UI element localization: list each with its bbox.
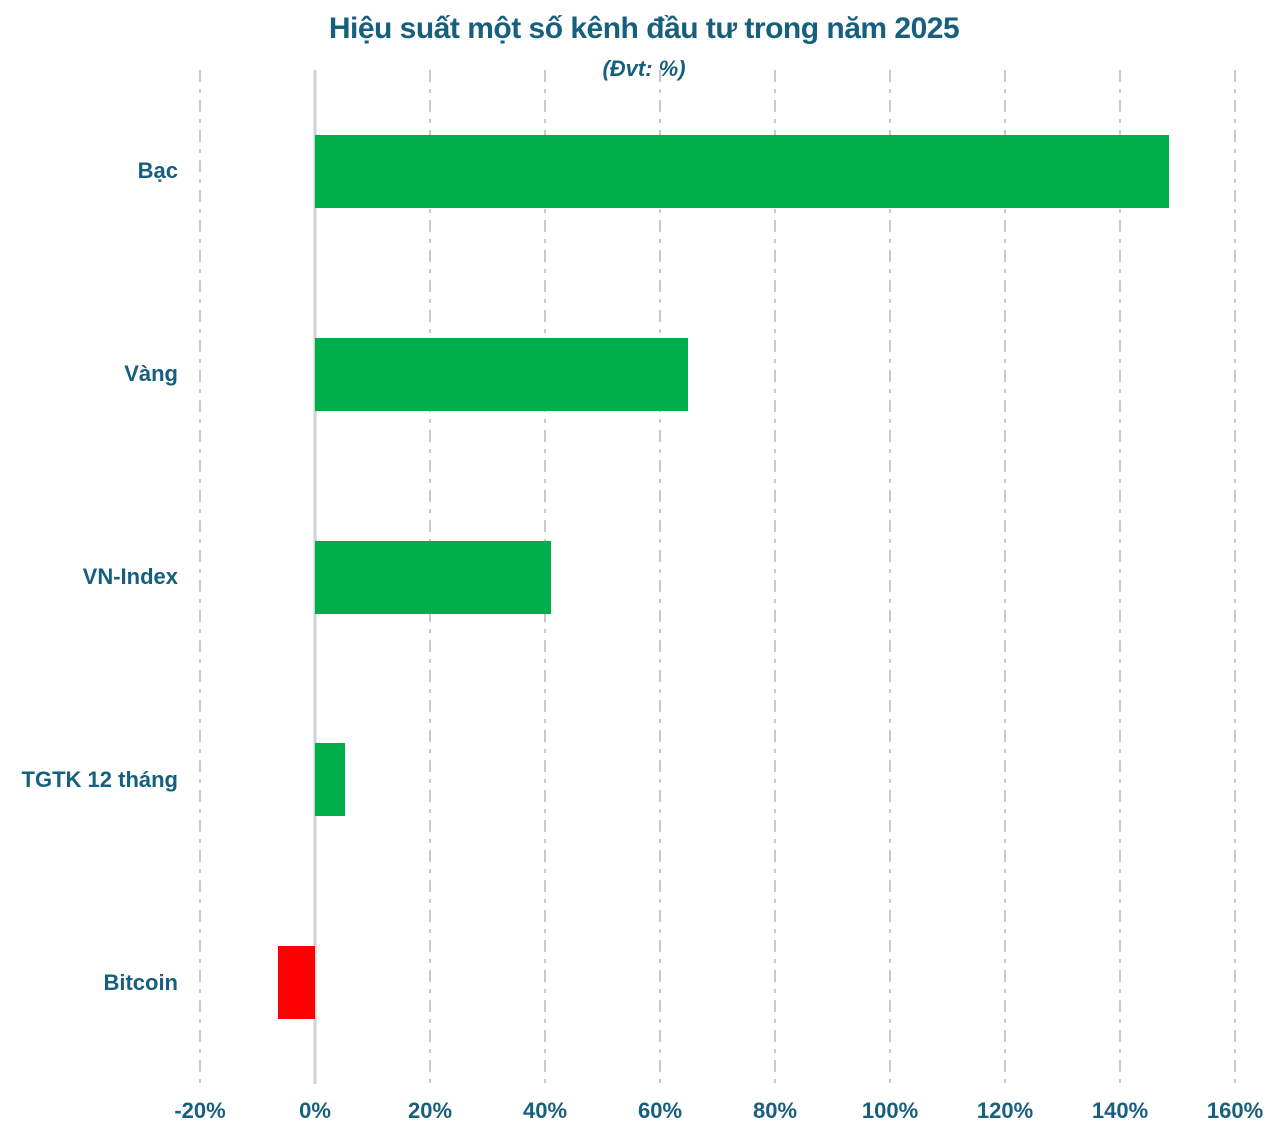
bar-5 <box>278 946 315 1020</box>
category-label-3: VN-Index <box>82 563 178 589</box>
x-tick-label-140%: 140% <box>1091 1098 1149 1123</box>
chart-title: Hiệu suất một số kênh đầu tư trong năm 2… <box>328 12 960 45</box>
chart-subtitle: (Đvt: %) <box>602 56 686 81</box>
category-label-5: Bitcoin <box>103 969 178 995</box>
category-label-4: TGTK 12 tháng <box>21 766 178 792</box>
x-tick-label-160%: 160% <box>1206 1098 1264 1123</box>
x-tick-label-60%: 60% <box>637 1098 683 1123</box>
bar-3 <box>315 540 551 614</box>
plot-area <box>199 70 1236 1084</box>
gridline-120 <box>1004 70 1006 1084</box>
gridline--20 <box>199 70 201 1084</box>
x-tick-label-0%: 0% <box>299 1098 331 1123</box>
gridline-60 <box>659 70 661 1084</box>
category-label-2: Vàng <box>124 361 178 387</box>
x-tick-label-100%: 100% <box>861 1098 919 1123</box>
gridline-160 <box>1234 70 1236 1084</box>
gridline-140 <box>1119 70 1121 1084</box>
x-tick-label-40%: 40% <box>522 1098 568 1123</box>
gridline-80 <box>774 70 776 1084</box>
category-axis: Bạc Vàng VN-Index TGTK 12 tháng Bitcoin <box>0 70 178 1084</box>
x-axis: -20% 0% 20% 40% 60% 80% 100% 120% 140% 160% <box>174 1098 1263 1134</box>
x-tick-label--20%: -20% <box>174 1098 226 1123</box>
category-label-1: Bạc <box>137 158 178 184</box>
bar-1 <box>315 134 1170 208</box>
x-tick-label-120%: 120% <box>976 1098 1034 1123</box>
x-tick-label-20%: 20% <box>407 1098 453 1123</box>
bar-4 <box>315 743 345 817</box>
gridline-100 <box>889 70 891 1084</box>
bar-2 <box>315 337 688 411</box>
x-tick-label-80%: 80% <box>752 1098 798 1123</box>
